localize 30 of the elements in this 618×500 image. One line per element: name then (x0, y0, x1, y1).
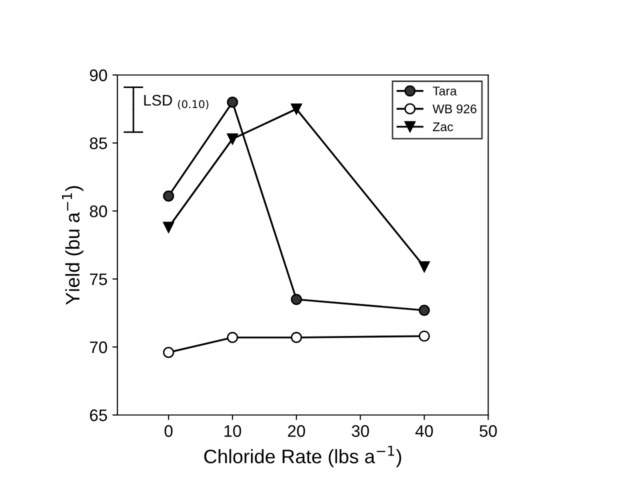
point (290, 103, 302, 115)
annotation: LSD $_{(0.10)}$ (144, 94, 208, 110)
point (418, 261, 430, 272)
legend-label: WB 926 (432, 104, 476, 114)
point (290, 294, 302, 305)
legend-label: Tara (432, 86, 457, 96)
y-tick-label: 80 (90, 205, 108, 218)
point (163, 222, 174, 233)
y-tick-label: 75 (90, 274, 107, 286)
point (290, 332, 302, 344)
y-tick-label: 70 (90, 341, 108, 354)
x-tick-label: 30 (352, 425, 369, 437)
point (226, 133, 238, 144)
x-tick-label: 40 (415, 425, 433, 437)
x-tick-label: 10 (224, 425, 242, 437)
legend-label: Zac (432, 122, 454, 132)
y-axis-title: Yield (bu a$^{−1}$) (62, 186, 84, 305)
x-axis-title: Chloride Rate (lbs a$^{−1}$) (204, 446, 402, 468)
x-tick-label: 50 (480, 425, 497, 437)
x-tick-label: 20 (288, 425, 306, 437)
point (418, 304, 430, 316)
point (163, 190, 174, 202)
point (418, 330, 430, 342)
point (226, 332, 238, 344)
x-tick-label: 0 (164, 425, 173, 437)
y-tick-label: 90 (90, 69, 108, 82)
y-tick-label: 65 (90, 409, 107, 422)
point (163, 346, 174, 358)
point (226, 96, 238, 108)
y-tick-label: 85 (90, 137, 107, 150)
